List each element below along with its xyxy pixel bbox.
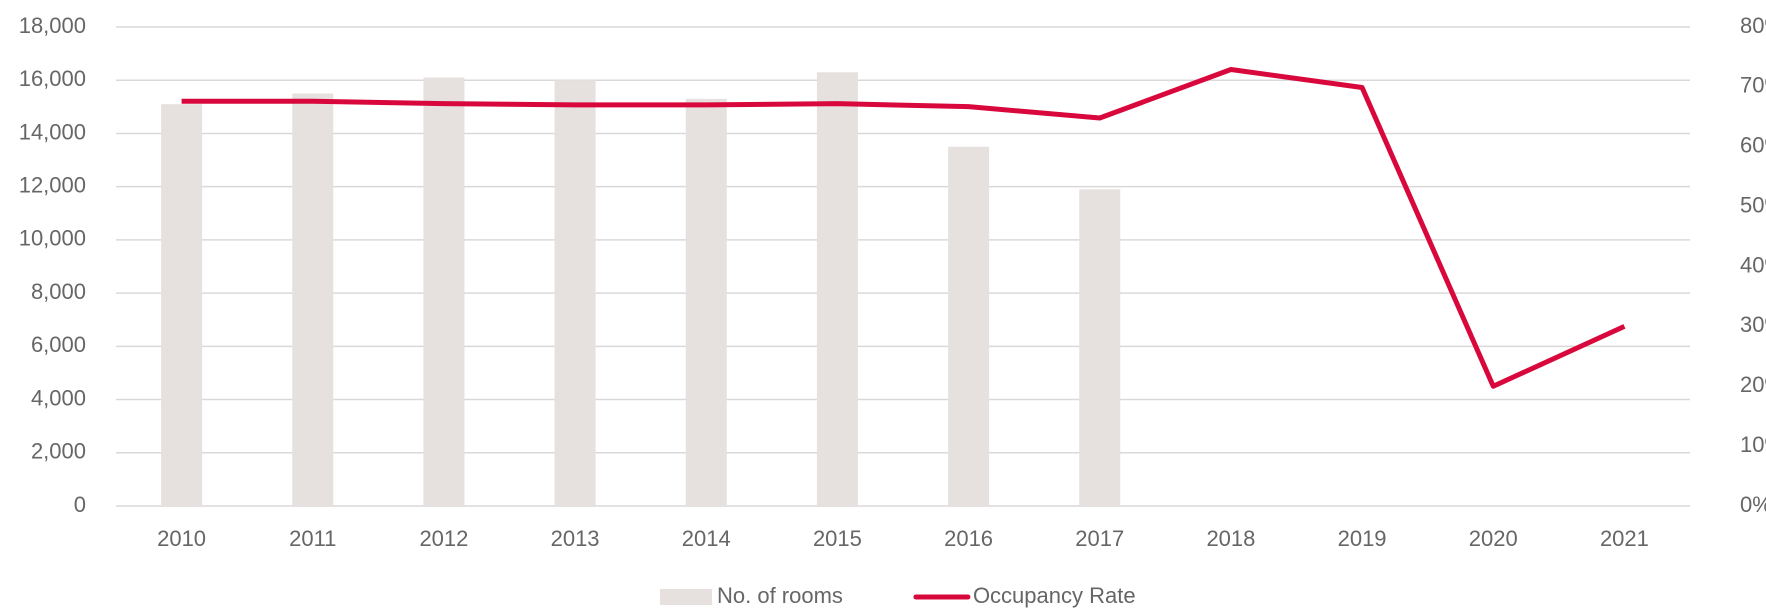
legend-label: Occupancy Rate (973, 583, 1136, 608)
y2-tick-label: 70% (1740, 73, 1766, 98)
x-tick-label: 2013 (551, 526, 600, 551)
x-tick-label: 2019 (1338, 526, 1387, 551)
y-tick-label: 16,000 (19, 66, 86, 91)
x-tick-label: 2010 (157, 526, 206, 551)
y2-tick-label: 20% (1740, 372, 1766, 397)
y-tick-label: 14,000 (19, 119, 86, 144)
y2-tick-label: 30% (1740, 312, 1766, 337)
bar (685, 98, 727, 506)
bar (1079, 189, 1121, 507)
line (181, 67, 1626, 389)
bar (161, 104, 203, 506)
x-tick-label: 2018 (1206, 526, 1255, 551)
x-tick-label: 2015 (813, 526, 862, 551)
legend-label: No. of rooms (717, 583, 843, 608)
bar (554, 80, 596, 506)
legend-swatch (660, 589, 712, 605)
x-tick-label: 2017 (1075, 526, 1124, 551)
x-tick-label: 2020 (1469, 526, 1518, 551)
bar (423, 77, 465, 507)
y2-tick-label: 0% (1740, 492, 1766, 517)
y-tick-label: 0 (74, 492, 86, 517)
y2-tick-label: 80% (1740, 13, 1766, 38)
y2-tick-label: 10% (1740, 432, 1766, 457)
y-tick-label: 12,000 (19, 172, 86, 197)
y-tick-label: 4,000 (31, 385, 86, 410)
x-tick-label: 2011 (289, 526, 336, 551)
x-tick-label: 2016 (944, 526, 993, 551)
y2-tick-label: 60% (1740, 133, 1766, 158)
y-tick-label: 18,000 (19, 13, 86, 38)
bar (948, 146, 990, 506)
y-tick-label: 10,000 (19, 226, 86, 251)
y-tick-label: 2,000 (31, 439, 86, 464)
y-tick-label: 8,000 (31, 279, 86, 304)
y2-tick-label: 40% (1740, 252, 1766, 277)
bar (292, 93, 334, 507)
y-tick-label: 6,000 (31, 332, 86, 357)
bar (816, 72, 858, 506)
x-tick-label: 2021 (1600, 526, 1649, 551)
x-tick-label: 2012 (419, 526, 468, 551)
x-tick-label: 2014 (682, 526, 731, 551)
y2-tick-label: 50% (1740, 192, 1766, 217)
